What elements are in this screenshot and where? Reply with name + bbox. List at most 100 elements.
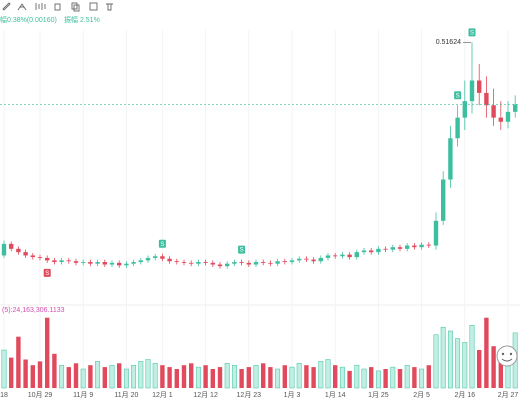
candle-body	[37, 257, 43, 258]
volume-bar	[210, 369, 215, 388]
volume-bar	[37, 361, 43, 388]
volume-bar	[181, 365, 187, 388]
candle-body	[376, 248, 381, 253]
volume-bar	[231, 364, 237, 389]
volume-bar	[117, 363, 122, 388]
volume-bar	[404, 364, 410, 389]
volume-bar	[491, 346, 496, 388]
candle-body	[102, 262, 107, 265]
pattern-icon[interactable]	[35, 3, 46, 10]
candle-body	[160, 256, 165, 259]
signal-badge	[468, 28, 476, 37]
measure-icon[interactable]	[17, 3, 27, 11]
candle-body	[203, 262, 208, 263]
volume-bar	[419, 368, 425, 389]
candle-body	[441, 179, 446, 221]
max-label: 0.51624	[436, 39, 461, 46]
volume-bar	[30, 365, 35, 388]
signal-badge	[158, 239, 166, 248]
candle-body	[131, 262, 136, 264]
candle-body	[491, 105, 496, 118]
candle-body	[340, 254, 345, 257]
candle-body	[419, 244, 424, 248]
volume-bar	[412, 367, 417, 388]
candle-body	[138, 260, 143, 263]
volume-bar	[45, 317, 50, 388]
volume-bar	[217, 367, 223, 388]
volume-bar	[160, 365, 165, 388]
volume-bar	[498, 353, 503, 388]
candle-body	[73, 261, 79, 263]
candle-body	[513, 104, 518, 112]
candle-body	[145, 257, 151, 261]
x-tick-label: 11月 9	[73, 391, 93, 399]
float-button[interactable]	[496, 345, 518, 367]
x-tick-label: 12月 12	[193, 391, 218, 399]
volume-bar	[484, 317, 489, 388]
plot: 18 10月 29 11月 9 11月 20 12月 1 12月 12 12月 23 1月 3…	[0, 28, 520, 399]
volume-bar	[152, 363, 158, 389]
candle-body	[210, 262, 215, 265]
copy-icon[interactable]	[71, 2, 78, 10]
candle-body	[109, 262, 115, 265]
x-tick-label: 2月 16	[454, 391, 475, 399]
candle-body	[167, 258, 172, 262]
candle-body	[333, 255, 338, 257]
candle-body	[189, 262, 194, 264]
candle-body	[181, 262, 187, 263]
x-tick-label: 12月 1	[152, 391, 173, 399]
volume-bar	[469, 325, 475, 389]
candle-body	[448, 138, 453, 180]
candle-body	[325, 255, 331, 258]
volume-bar	[433, 334, 439, 389]
candle-body	[484, 92, 489, 106]
candle-body	[289, 260, 295, 263]
candle-body	[477, 80, 482, 93]
volume-bar	[318, 361, 324, 389]
volume-bar	[253, 364, 259, 389]
note-icon[interactable]	[89, 2, 98, 11]
signal-label: S	[240, 248, 244, 254]
candle-body	[174, 261, 179, 263]
volume-bar	[80, 368, 86, 389]
candle-body	[153, 256, 158, 258]
volume-bar	[275, 368, 281, 389]
signal-badge	[238, 245, 246, 254]
candle-body	[16, 248, 21, 253]
volume-bar	[455, 338, 461, 389]
candle-body	[397, 247, 403, 249]
candle-body	[30, 255, 35, 258]
volume-bar	[347, 370, 352, 388]
candle-body	[261, 262, 266, 263]
toolbar	[2, 2, 113, 12]
candle-body	[268, 262, 273, 264]
volume-bar	[246, 367, 251, 388]
signal-label: S	[456, 93, 460, 99]
volume-bar	[282, 365, 287, 388]
volume-bar	[102, 367, 107, 388]
candle-body	[318, 257, 323, 262]
volume-bar	[123, 368, 129, 389]
candle-body	[311, 259, 316, 262]
volume-bar	[296, 363, 302, 389]
candle-body	[95, 262, 100, 264]
volume-bar	[268, 367, 273, 388]
volume-bar	[304, 365, 309, 388]
copy-icon-back	[73, 4, 80, 12]
volume-bar	[397, 369, 403, 388]
candle-body	[52, 260, 57, 263]
signal-label: S	[470, 30, 474, 36]
pencil-icon[interactable]	[2, 2, 11, 11]
volume-bar	[339, 366, 345, 389]
x-tick-label: 18	[0, 392, 8, 399]
candle-body	[275, 261, 280, 264]
candle-body	[469, 80, 475, 102]
volume-bar	[1, 349, 7, 389]
lock-icon[interactable]	[54, 3, 61, 11]
delete-icon[interactable]	[106, 3, 113, 11]
candle-body	[383, 248, 388, 250]
volume-bar	[59, 364, 65, 389]
candle-body	[405, 245, 410, 249]
candle-body	[217, 264, 223, 267]
